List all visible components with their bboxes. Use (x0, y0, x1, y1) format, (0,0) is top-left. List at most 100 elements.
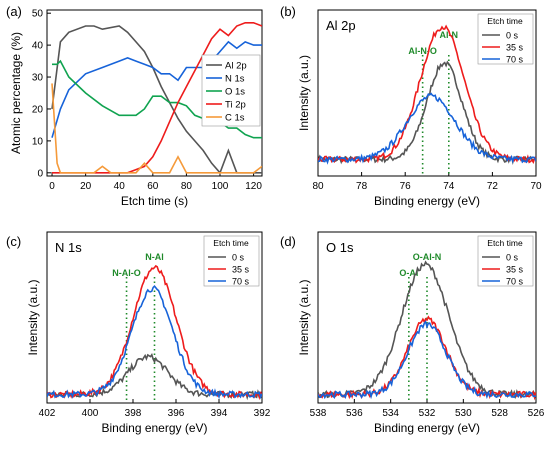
legend-title: Etch time (487, 16, 523, 26)
x-tick-label: 100 (212, 181, 229, 192)
chart-title: Al 2p (326, 18, 356, 33)
legend: Al 2p N 1s O 1s Ti 2p C 1s (201, 54, 261, 127)
series-group (318, 260, 536, 401)
legend: Etch time 0 s 35 s 70 s (477, 235, 534, 287)
series-line-n-1s (51, 40, 262, 138)
x-tick-label: 530 (455, 408, 472, 419)
panel-c: (c) 402 400 398 396 394 392 Binding energy (eV)… (6, 231, 271, 435)
annotation-label: N-Al (145, 252, 164, 262)
x-tick-label: 80 (181, 181, 193, 192)
x-tick-label: 532 (419, 408, 436, 419)
y-tick-label: 40 (32, 41, 44, 52)
y-axis-label: Intensity (a.u.) (297, 279, 311, 355)
x-tick-label: 72 (487, 181, 499, 192)
panel-label: (a) (6, 4, 22, 19)
panel-label: (d) (280, 234, 296, 249)
y-axis-label: Intensity (a.u.) (297, 55, 311, 131)
x-tick-label: 74 (443, 181, 455, 192)
panel-label: (b) (280, 4, 296, 19)
legend-entry: N 1s (225, 74, 245, 85)
legend-entry: C 1s (225, 113, 245, 124)
series-line-0-s (318, 60, 536, 166)
panel-b: (b) 80 78 76 74 72 70 Binding energy (eV) Intens… (280, 4, 542, 208)
x-tick-label: 60 (147, 181, 159, 192)
annotation-label: Al-N-O (408, 46, 437, 56)
legend-box (203, 235, 260, 287)
x-tick-label: 70 (530, 181, 542, 192)
legend: Etch time 0 s 35 s 70 s (477, 13, 534, 65)
series-line-al-2p (51, 25, 262, 175)
x-tick-label: 536 (346, 408, 363, 419)
annotation-label: Al-N (440, 30, 459, 40)
x-tick-label: 528 (491, 408, 508, 419)
x-tick-label: 534 (382, 408, 399, 419)
x-tick-label: 396 (168, 408, 185, 419)
annotation-label: O-Al (399, 268, 418, 278)
legend-entry: 70 s (232, 277, 250, 287)
legend-entry: 0 s (506, 253, 519, 263)
annotation-label: N-Al-O (112, 268, 141, 278)
x-tick-label: 538 (310, 408, 327, 419)
legend-box (477, 235, 534, 287)
series-group (318, 24, 536, 166)
x-tick-label: 526 (528, 408, 545, 419)
legend-entry: 0 s (232, 253, 245, 263)
y-axis-label: Atomic percentage (%) (9, 32, 23, 154)
legend-entry: O 1s (225, 87, 245, 98)
x-tick-label: 76 (400, 181, 412, 192)
x-tick-label: 80 (312, 181, 324, 192)
legend-entry: 35 s (232, 265, 250, 275)
x-tick-label: 398 (125, 408, 142, 419)
legend-entry: Ti 2p (225, 100, 246, 111)
x-tick-label: 78 (356, 181, 368, 192)
series-line-c-1s (51, 83, 262, 174)
x-tick-label: 402 (39, 408, 56, 419)
x-tick-label: 400 (82, 408, 99, 419)
x-tick-label: 40 (114, 181, 126, 192)
series-line-70-s (318, 320, 536, 400)
legend-box (477, 13, 534, 65)
series-line-70-s (318, 92, 536, 165)
legend-entry: 35 s (506, 265, 524, 275)
series-group (51, 22, 262, 175)
y-tick-label: 10 (32, 136, 44, 147)
panel-d: (d) 538 536 534 532 530 528 526 Binding energy (… (280, 231, 545, 435)
series-group (47, 264, 262, 401)
series-line-o-1s (52, 59, 262, 139)
legend-entry: 35 s (506, 43, 524, 53)
y-tick-label: 30 (32, 73, 44, 84)
plot-frame (317, 9, 537, 177)
x-tick-label: 392 (254, 408, 271, 419)
legend-title: Etch time (213, 238, 249, 248)
legend-entry: Al 2p (225, 61, 247, 72)
x-axis-label: Etch time (s) (121, 194, 188, 208)
y-tick-label: 20 (32, 104, 44, 115)
x-tick-label: 0 (49, 181, 55, 192)
series-line-70-s (47, 285, 262, 400)
x-axis-label: Binding energy (eV) (101, 421, 207, 435)
x-axis-label: Binding energy (eV) (374, 194, 480, 208)
plot-frame (46, 231, 263, 404)
panel-label: (c) (6, 234, 21, 249)
y-tick-label: 50 (32, 9, 44, 20)
y-tick-label: 0 (37, 168, 43, 179)
legend: Etch time 0 s 35 s 70 s (203, 235, 260, 287)
chart-title: N 1s (55, 240, 82, 255)
legend-entry: 70 s (506, 277, 524, 287)
chart-title: O 1s (326, 240, 354, 255)
x-tick-label: 20 (80, 181, 92, 192)
annotation-label: O-Al-N (413, 252, 442, 262)
legend-entry: 0 s (506, 31, 519, 41)
series-line-35-s (318, 24, 536, 165)
y-axis-label: Intensity (a.u.) (26, 279, 40, 355)
legend-title: Etch time (487, 238, 523, 248)
plot-frame (46, 9, 263, 177)
series-line-ti-2p (52, 22, 262, 174)
x-tick-label: 120 (245, 181, 262, 192)
legend-entry: 70 s (506, 55, 524, 65)
x-axis-label: Binding energy (eV) (374, 421, 480, 435)
x-tick-label: 394 (211, 408, 228, 419)
